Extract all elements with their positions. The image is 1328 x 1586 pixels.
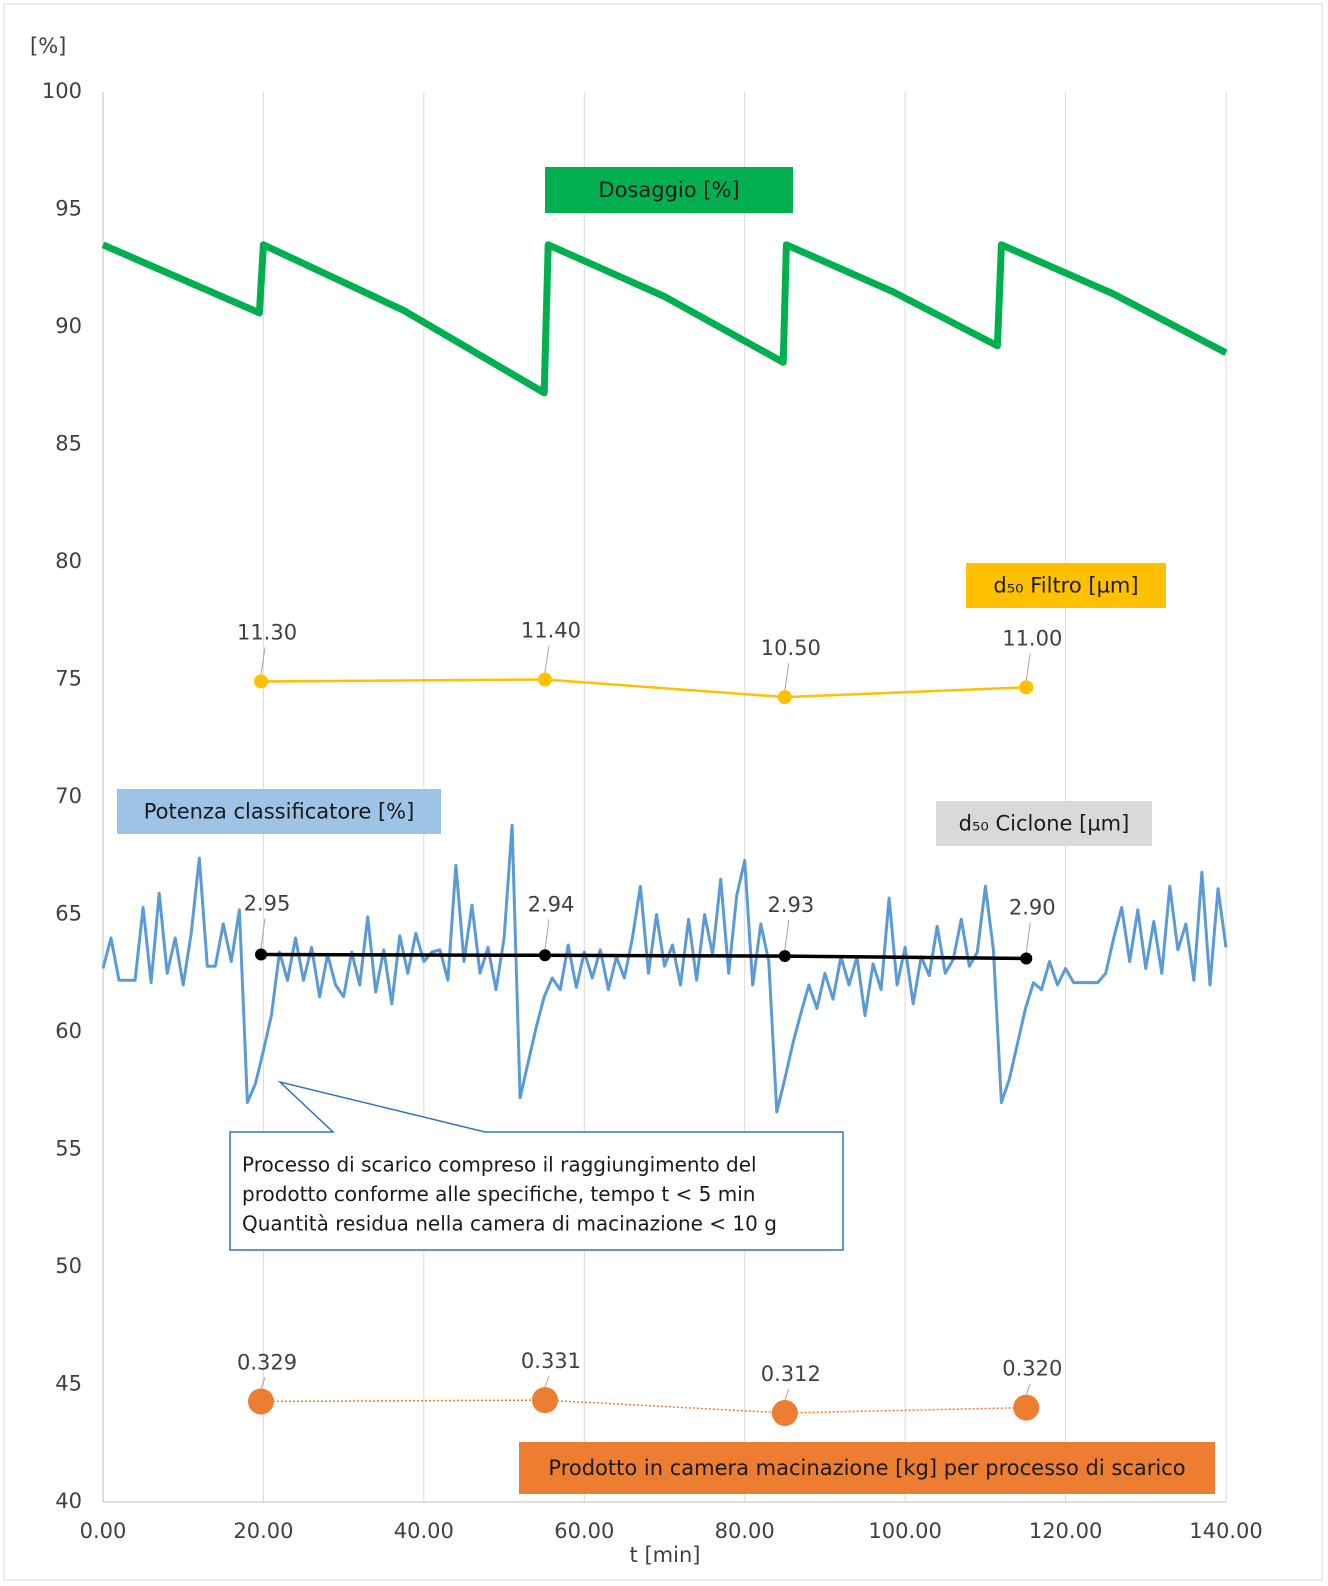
x-tick-label: 0.00 bbox=[80, 1519, 127, 1543]
y-tick-label: 60 bbox=[55, 1019, 82, 1043]
annotation-text: prodotto conforme alle specifiche, tempo… bbox=[242, 1182, 755, 1206]
data-point bbox=[778, 950, 791, 963]
leader-line bbox=[544, 645, 550, 673]
series-label: d₅₀ Filtro [µm] bbox=[993, 574, 1138, 598]
annotation-text: Processo di scarico compreso il raggiung… bbox=[242, 1153, 757, 1177]
series-label: d₅₀ Ciclone [µm] bbox=[959, 812, 1130, 836]
y-tick-label: 45 bbox=[55, 1372, 82, 1396]
y-tick-label: 80 bbox=[55, 549, 82, 573]
leader-line bbox=[1025, 653, 1031, 681]
data-label: 2.94 bbox=[528, 892, 575, 916]
leader-line bbox=[544, 919, 550, 950]
y-tick-label: 85 bbox=[55, 432, 82, 456]
data-point bbox=[537, 672, 552, 687]
data-point bbox=[254, 674, 269, 689]
y-tick-label: 65 bbox=[55, 902, 82, 926]
x-tick-label: 80.00 bbox=[715, 1519, 775, 1543]
data-label: 0.320 bbox=[1002, 1357, 1062, 1381]
data-label: 0.329 bbox=[237, 1350, 297, 1374]
data-label: 0.312 bbox=[761, 1362, 821, 1386]
leader-line bbox=[784, 1388, 790, 1401]
series-label: Potenza classificatore [%] bbox=[144, 800, 415, 824]
series-label-box bbox=[117, 789, 441, 834]
series-line bbox=[260, 678, 1027, 699]
leader-line bbox=[784, 919, 790, 951]
data-label: 0.331 bbox=[521, 1349, 581, 1373]
x-tick-label: 40.00 bbox=[394, 1519, 454, 1543]
leader-line bbox=[784, 663, 790, 691]
y-tick-label: 70 bbox=[55, 784, 82, 808]
data-label: 11.00 bbox=[1002, 626, 1062, 650]
y-tick-label: 75 bbox=[55, 667, 82, 691]
leader-line bbox=[544, 1375, 550, 1388]
data-point bbox=[531, 1387, 558, 1414]
series-line bbox=[260, 952, 1027, 961]
data-label: 2.93 bbox=[767, 893, 814, 917]
leader-line bbox=[260, 918, 266, 949]
data-point bbox=[255, 948, 268, 961]
leader-line bbox=[260, 647, 266, 675]
data-label: 11.30 bbox=[237, 620, 297, 644]
data-point bbox=[538, 949, 551, 962]
x-tick-label: 140.00 bbox=[1189, 1519, 1262, 1543]
leader-line bbox=[1025, 922, 1031, 953]
y-tick-label: 40 bbox=[55, 1489, 82, 1513]
data-point bbox=[777, 690, 792, 705]
series-line bbox=[260, 1399, 1027, 1414]
data-label: 2.90 bbox=[1009, 895, 1056, 919]
y-tick-label: 55 bbox=[55, 1137, 82, 1161]
data-point bbox=[248, 1388, 275, 1415]
data-point bbox=[771, 1400, 798, 1427]
series-label-box bbox=[936, 801, 1152, 846]
y-tick-label: 95 bbox=[55, 197, 82, 221]
y-tick-label: 90 bbox=[55, 314, 82, 338]
y-tick-label: 50 bbox=[55, 1254, 82, 1278]
x-tick-label: 120.00 bbox=[1029, 1519, 1102, 1543]
series-label: Prodotto in camera macinazione [kg] per … bbox=[548, 1456, 1185, 1480]
callout-box bbox=[229, 1080, 844, 1251]
data-label: 11.40 bbox=[521, 619, 581, 643]
series-label-box bbox=[519, 1442, 1215, 1494]
leader-line bbox=[1025, 1383, 1031, 1395]
series-label: Dosaggio [%] bbox=[598, 178, 739, 202]
series-line bbox=[101, 823, 1228, 1114]
x-tick-label: 100.00 bbox=[868, 1519, 941, 1543]
y-axis-title: [%] bbox=[30, 34, 66, 58]
annotation-text: Quantità residua nella camera di macinaz… bbox=[242, 1212, 777, 1236]
data-label: 2.95 bbox=[244, 891, 291, 915]
x-tick-label: 60.00 bbox=[554, 1519, 614, 1543]
series-label-box bbox=[966, 563, 1166, 608]
leader-line bbox=[260, 1377, 266, 1389]
x-tick-label: 20.00 bbox=[233, 1519, 293, 1543]
y-tick-label: 100 bbox=[42, 79, 82, 103]
series-line bbox=[101, 241, 1228, 397]
data-label: 10.50 bbox=[761, 636, 821, 660]
data-point bbox=[1020, 952, 1033, 965]
x-axis-title: t [min] bbox=[630, 1543, 701, 1567]
series-label-box bbox=[545, 167, 793, 213]
data-point bbox=[1019, 680, 1034, 695]
data-point bbox=[1013, 1394, 1040, 1421]
